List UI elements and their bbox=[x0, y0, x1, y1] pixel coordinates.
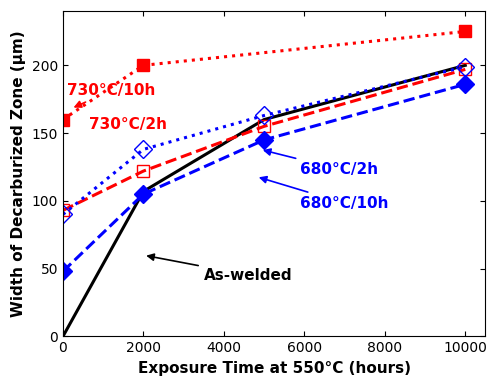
Text: As-welded: As-welded bbox=[148, 254, 292, 283]
Y-axis label: Width of Decarburized Zone (μm): Width of Decarburized Zone (μm) bbox=[11, 31, 26, 317]
Text: 680°C/2h: 680°C/2h bbox=[264, 149, 378, 177]
Text: 730°C/2h: 730°C/2h bbox=[89, 117, 167, 132]
Text: 680°C/10h: 680°C/10h bbox=[260, 177, 389, 211]
Text: 730°C/10h: 730°C/10h bbox=[66, 83, 155, 107]
X-axis label: Exposure Time at 550°C (hours): Exposure Time at 550°C (hours) bbox=[138, 361, 410, 376]
